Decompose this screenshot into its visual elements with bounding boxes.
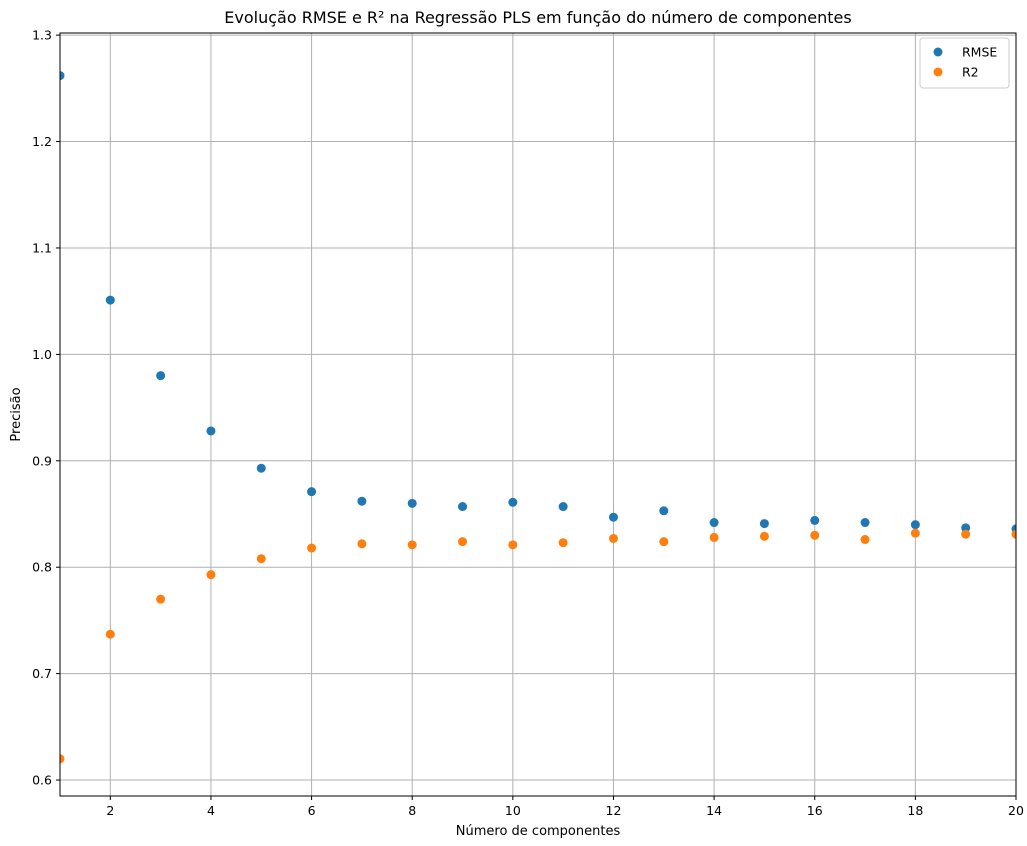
legend-marker-rmse [933,47,943,57]
point-rmse-14 [709,518,719,528]
legend-label-r2: R2 [962,65,979,80]
x-tick-label: 14 [706,803,722,818]
point-rmse-6 [307,487,317,497]
point-r2-4 [206,570,216,580]
y-tick-label: 0.6 [32,773,52,788]
legend-label-rmse: RMSE [962,45,997,60]
x-tick-label: 6 [308,803,316,818]
point-rmse-5 [256,463,266,473]
point-rmse-4 [206,426,216,436]
point-rmse-8 [407,498,417,508]
point-r2-6 [307,543,317,553]
point-rmse-13 [659,506,669,516]
point-r2-19 [961,529,971,539]
x-tick-label: 4 [207,803,215,818]
point-r2-13 [659,537,669,547]
point-r2-12 [608,533,618,543]
point-r2-8 [407,540,417,550]
y-tick-label: 1.2 [32,134,52,149]
x-tick-label: 10 [505,803,521,818]
point-rmse-2 [105,295,115,305]
x-tick-label: 20 [1008,803,1024,818]
point-r2-3 [156,594,166,604]
point-r2-2 [105,629,115,639]
point-rmse-11 [558,502,568,512]
point-r2-5 [256,554,266,564]
x-tick-label: 18 [907,803,923,818]
x-tick-label: 12 [606,803,622,818]
point-rmse-7 [357,496,367,506]
point-r2-16 [810,530,820,540]
point-r2-10 [508,540,518,550]
x-tick-label: 8 [408,803,416,818]
point-r2-9 [458,537,468,547]
plot-area [59,32,1017,797]
y-tick-label: 1.0 [32,347,52,362]
point-rmse-9 [458,502,468,512]
point-r2-17 [860,535,870,545]
point-rmse-19 [961,523,971,533]
point-rmse-17 [860,518,870,528]
y-axis-label: Precisão [9,387,24,441]
series-r2 [60,528,1016,764]
y-axis: 0.6 0.7 0.8 0.9 1.0 1.1 1.2 1.3 [32,28,60,788]
y-tick-label: 0.8 [32,560,52,575]
legend: RMSE R2 [919,37,1010,89]
y-tick-label: 0.9 [32,453,52,468]
y-tick-label: 0.7 [32,666,52,681]
point-r2-7 [357,539,367,549]
series-rmse [60,71,1016,534]
grid [60,33,1017,796]
point-rmse-18 [910,520,920,530]
x-tick-label: 2 [106,803,114,818]
chart-title: Evolução RMSE e R² na Regressão PLS em f… [224,8,851,27]
legend-marker-r2 [933,67,943,77]
y-tick-label: 1.3 [32,28,52,43]
point-rmse-3 [156,371,166,381]
point-r2-1 [60,754,65,764]
x-axis-label: Número de componentes [456,824,621,839]
point-r2-11 [558,538,568,548]
point-rmse-12 [608,512,618,522]
legend-box [919,37,1010,89]
data-points [60,71,1016,764]
point-r2-20 [1011,529,1016,539]
point-rmse-15 [759,519,769,529]
point-rmse-1 [60,71,65,81]
x-tick-label: 16 [807,803,823,818]
point-r2-14 [709,532,719,542]
point-r2-15 [759,531,769,541]
y-tick-label: 1.1 [32,240,52,255]
x-axis: 2 4 6 8 10 12 14 16 18 20 [106,796,1024,818]
point-r2-18 [910,528,920,538]
point-rmse-10 [508,497,518,507]
point-rmse-16 [810,515,820,525]
